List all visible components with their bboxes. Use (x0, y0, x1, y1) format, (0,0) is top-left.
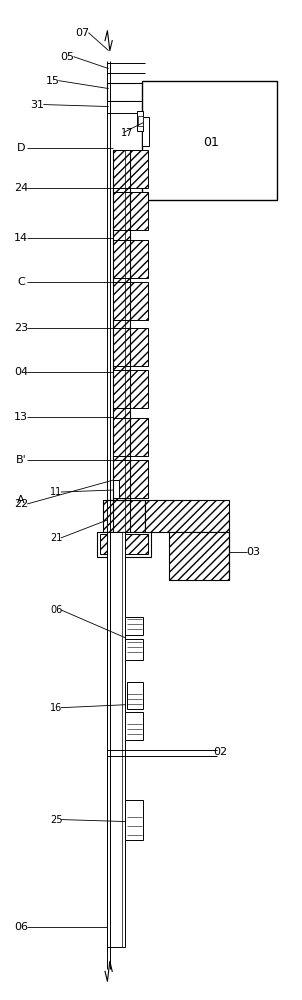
Text: 11: 11 (50, 487, 63, 497)
Text: C: C (17, 277, 25, 287)
Text: 14: 14 (14, 233, 28, 243)
Bar (137, 111, 143, 131)
Bar (130, 418, 148, 456)
Text: 01: 01 (203, 136, 219, 149)
Bar (130, 240, 148, 278)
Bar (130, 150, 148, 188)
Text: 16: 16 (50, 703, 63, 713)
Bar (108, 101, 145, 113)
Text: 07: 07 (76, 28, 89, 38)
Bar (130, 192, 148, 230)
Text: 31: 31 (31, 100, 44, 110)
Bar (97, 532, 151, 557)
Text: 17: 17 (121, 128, 133, 138)
Text: 13: 13 (14, 412, 28, 422)
Bar (169, 532, 229, 580)
Bar (127, 682, 143, 709)
Bar (130, 328, 148, 366)
Text: 06: 06 (50, 605, 63, 615)
Bar (138, 116, 143, 126)
Bar (114, 150, 130, 532)
Text: B': B' (16, 455, 27, 465)
Text: D: D (17, 143, 25, 153)
Bar (108, 83, 145, 101)
Text: 24: 24 (14, 183, 28, 193)
Bar (100, 534, 148, 554)
Text: 23: 23 (14, 323, 28, 333)
Text: 22: 22 (14, 499, 28, 509)
Bar (125, 617, 143, 635)
Bar (125, 639, 143, 660)
Bar (142, 117, 149, 146)
Text: 02: 02 (213, 747, 227, 757)
Text: 15: 15 (45, 76, 59, 86)
Bar (142, 81, 277, 200)
Bar (108, 532, 125, 947)
Bar (114, 480, 119, 498)
Bar (103, 500, 145, 532)
Bar (130, 370, 148, 408)
Text: 03: 03 (246, 547, 260, 557)
Text: 21: 21 (50, 533, 63, 543)
Bar (125, 712, 143, 740)
Bar (125, 800, 143, 840)
Bar (130, 282, 148, 320)
Text: 05: 05 (60, 52, 74, 62)
Text: 06: 06 (14, 922, 28, 932)
Text: A: A (17, 495, 25, 505)
Bar (108, 534, 125, 945)
Bar (130, 460, 148, 498)
Text: 04: 04 (14, 367, 28, 377)
Bar (145, 500, 229, 532)
Text: 25: 25 (50, 815, 63, 825)
